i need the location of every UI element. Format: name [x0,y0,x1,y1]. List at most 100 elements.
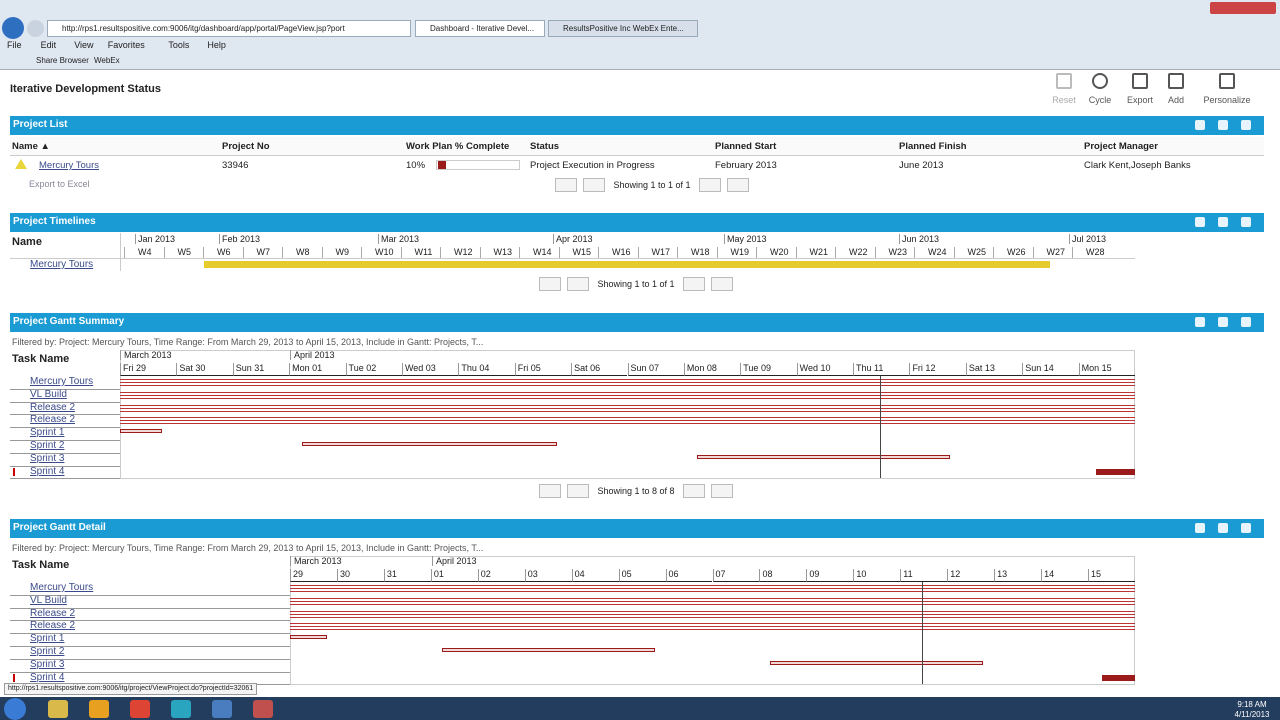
header-icon[interactable] [1218,120,1228,130]
task-link[interactable]: Sprint 1 [30,427,65,439]
menu-item[interactable]: View [74,40,94,50]
row-line [10,414,120,416]
task-link[interactable]: Sprint 2 [30,646,65,657]
webex-menu[interactable]: WebEx [94,56,120,65]
month-label: March 2013 [290,556,342,566]
pager-button[interactable] [711,277,733,291]
header-icon[interactable] [1195,217,1205,227]
action-icon[interactable] [1219,73,1235,89]
task-link[interactable]: Mercury Tours [30,259,94,270]
task-link[interactable]: Sprint 3 [30,658,65,670]
header-icon[interactable] [1218,523,1228,533]
task-link[interactable]: Release 2 [30,607,76,619]
header-icon[interactable] [1218,217,1228,227]
month-label: Jun 2013 [899,234,939,244]
day-label: 11 [900,569,948,582]
action-icon[interactable] [1168,73,1184,89]
export-link[interactable]: Export to Excel [29,179,90,189]
row-line [10,388,120,390]
back-button[interactable] [2,17,24,39]
row-line [10,620,290,622]
header-icon[interactable] [1241,120,1251,130]
pager-button[interactable] [727,178,749,192]
task-link[interactable]: Sprint 2 [30,440,65,451]
address-bar[interactable]: http://rps1.resultspositive.com:9006/itg… [47,20,411,37]
pager-button[interactable] [539,484,561,498]
browser-tab[interactable]: Dashboard - Iterative Devel... [415,20,545,37]
week-label: W17 [637,247,678,259]
task-link[interactable]: Release 2 [30,414,76,426]
pager-button[interactable] [567,277,589,291]
header-icon[interactable] [1241,317,1251,327]
pager-button[interactable] [583,178,605,192]
task-link[interactable]: Sprint 1 [30,633,65,645]
cell: Clark Kent,Joseph Banks [1084,160,1191,171]
summary-line [290,597,1135,599]
menu-item[interactable]: Favorites [107,40,145,50]
menu-item[interactable]: Help [207,40,226,50]
taskbar-app[interactable] [171,700,191,718]
action-label[interactable]: Reset [1052,95,1076,105]
header-icon[interactable] [1218,317,1228,327]
start-button[interactable] [4,698,26,720]
row-line [10,633,290,635]
day-label: 08 [759,569,807,582]
action-label[interactable]: Export [1126,95,1153,105]
header-icon[interactable] [1241,523,1251,533]
header-icon[interactable] [1195,523,1205,533]
day-label: 07 [712,569,760,582]
task-link[interactable]: Sprint 4 [30,671,65,683]
task-link[interactable]: Sprint 4 [30,465,65,477]
week-label: W9 [321,247,362,259]
summary-line [120,391,1135,393]
forward-button[interactable] [27,20,44,37]
timeline-grid [120,233,1135,271]
window-controls[interactable] [1210,2,1276,14]
taskbar-app[interactable] [48,700,68,718]
pager-button[interactable] [699,178,721,192]
header-icon[interactable] [1195,317,1205,327]
pager-button[interactable] [555,178,577,192]
header-icon[interactable] [1195,120,1205,130]
pager-button[interactable] [567,484,589,498]
week-label: W20 [756,247,796,259]
pager-button[interactable] [711,484,733,498]
header-icon[interactable] [1241,217,1251,227]
task-link[interactable]: Release 2 [30,401,76,413]
action-icon[interactable] [1056,73,1072,89]
taskbar-app[interactable] [89,700,109,718]
taskbar-app[interactable] [130,700,150,718]
task-bar [302,442,557,446]
name-header: Name [12,236,42,248]
action-label[interactable]: Personalize [1203,95,1251,105]
pager-button[interactable] [539,277,561,291]
share-browser[interactable]: Share Browser [36,56,89,65]
menu-item[interactable]: File [7,40,22,50]
task-link[interactable]: Mercury Tours [30,582,94,593]
day-label: Sun 14 [1022,363,1079,376]
task-link[interactable]: VL Build [30,388,67,400]
action-icon[interactable] [1092,73,1108,89]
task-link[interactable]: Mercury Tours [30,376,94,387]
action-icon[interactable] [1132,73,1148,89]
taskbar-app[interactable] [212,700,232,718]
action-label[interactable]: Cycle [1088,95,1112,105]
week-label: W6 [203,247,243,259]
summary-line [290,626,1135,628]
summary-line [120,404,1135,406]
month-label: Apr 2013 [553,234,593,244]
taskbar-app[interactable] [253,700,273,718]
task-link[interactable]: VL Build [30,594,67,606]
menu-item[interactable]: Edit [40,40,57,50]
pager-button[interactable] [683,484,705,498]
browser-tab[interactable]: ResultsPositive Inc WebEx Ente... [548,20,698,37]
task-link[interactable]: Release 2 [30,620,76,632]
summary-line [290,623,1135,625]
menu-item[interactable]: Tools [168,40,190,50]
project-link[interactable]: Mercury Tours [39,160,100,171]
clock-date: 4/11/2013 [1234,710,1270,719]
action-label[interactable]: Add [1167,95,1184,105]
summary-line [290,616,1135,618]
pager-button[interactable] [683,277,705,291]
task-link[interactable]: Sprint 3 [30,452,65,464]
